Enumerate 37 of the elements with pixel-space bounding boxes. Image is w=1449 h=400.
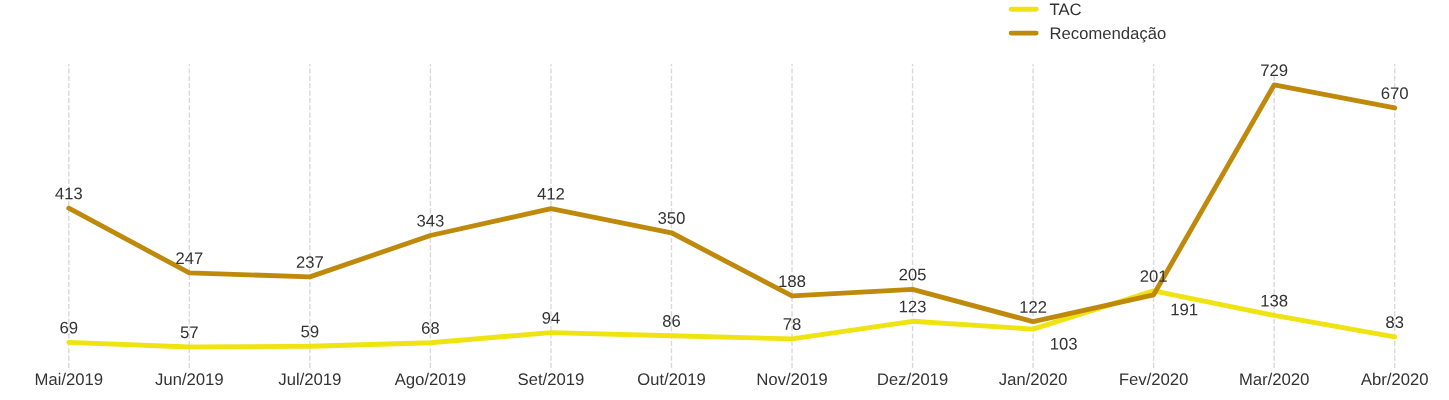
x-tick-label: Ago/2019 xyxy=(394,372,466,389)
x-tick-label: Dez/2019 xyxy=(878,372,948,386)
x-tick-label: Abr/2020 xyxy=(1360,372,1428,386)
data-label: 69 xyxy=(60,321,78,334)
data-label: 670 xyxy=(1381,87,1408,100)
legend-label: Recomendação xyxy=(1050,26,1166,43)
data-label: 57 xyxy=(180,326,198,339)
legend-label: TAC xyxy=(1049,3,1081,16)
data-label: 83 xyxy=(1386,316,1404,329)
data-label: 68 xyxy=(421,322,439,334)
x-tick-label: Jun/2019 xyxy=(155,372,223,386)
x-tick-label: Jan/2020 xyxy=(999,372,1067,386)
x-tick-label: Fev/2020 xyxy=(1120,372,1188,386)
x-tick-label: Nov/2019 xyxy=(757,372,827,386)
x-tick-label: Mar/2020 xyxy=(1240,372,1309,386)
x-tick-label: Set/2019 xyxy=(518,372,584,386)
data-label: 138 xyxy=(1261,294,1288,307)
data-label: 78 xyxy=(783,318,801,330)
x-tick-label: Jul/2019 xyxy=(278,372,341,386)
data-label: 122 xyxy=(1020,301,1047,313)
x-tick-label: Mai/2019 xyxy=(35,372,103,386)
data-label: 205 xyxy=(899,268,926,281)
data-label: 412 xyxy=(537,187,565,200)
data-label: 413 xyxy=(55,187,82,200)
data-label: 343 xyxy=(417,214,444,227)
data-label: 729 xyxy=(1261,64,1288,77)
x-tick-label: Out/2019 xyxy=(637,372,705,386)
data-label: 86 xyxy=(662,315,681,327)
data-label: 94 xyxy=(542,311,560,324)
data-label: 191 xyxy=(1171,303,1198,316)
data-label: 350 xyxy=(658,212,685,224)
data-label: 247 xyxy=(176,252,203,264)
data-label: 237 xyxy=(296,256,323,268)
data-label: 103 xyxy=(1051,337,1077,350)
data-label: 59 xyxy=(301,325,319,338)
data-label: 123 xyxy=(899,300,926,313)
data-label: 188 xyxy=(779,275,806,288)
